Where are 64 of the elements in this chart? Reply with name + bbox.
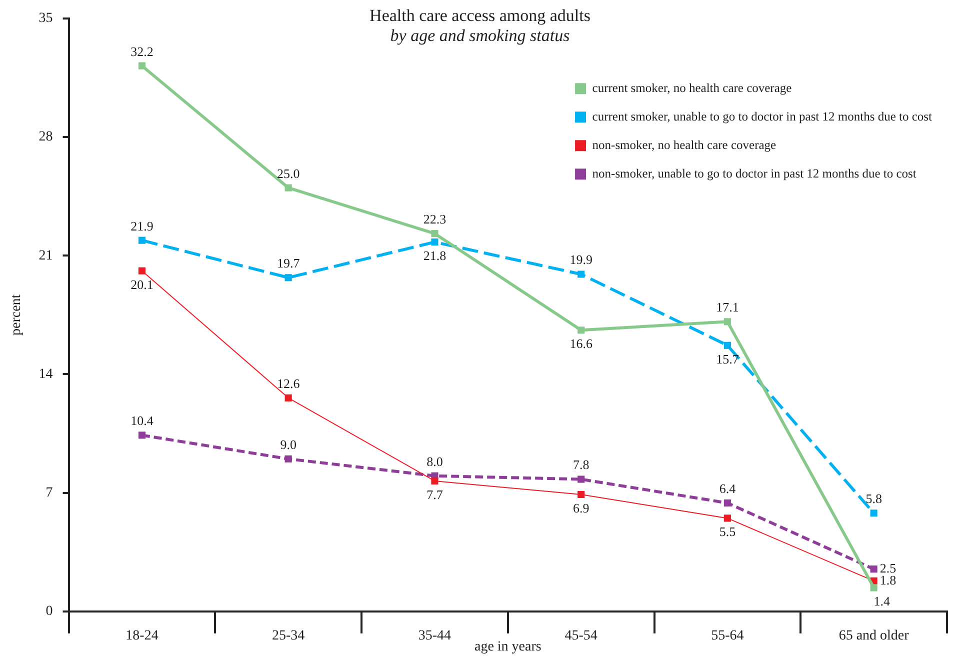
point: [431, 477, 438, 484]
point: [578, 490, 585, 498]
point: [284, 184, 292, 192]
y-tick-label: 21: [38, 248, 53, 264]
x-tick-label: 45-54: [564, 628, 598, 644]
legend-label: current smoker, unable to go to doctor in past 12 months due to cost: [592, 109, 933, 124]
point: [431, 238, 438, 246]
point: [284, 394, 292, 402]
point: [284, 455, 292, 462]
legend-label: current smoker, no health care coverage: [592, 80, 792, 95]
x-tick-label: 18-24: [126, 628, 158, 644]
x-tick-label: 55-64: [711, 628, 744, 644]
data-label: 19.9: [570, 252, 592, 268]
data-label: 8.0: [426, 454, 443, 469]
data-label: 9.0: [280, 436, 296, 452]
data-label: 10.4: [130, 413, 154, 428]
text: by age and smoking status: [389, 26, 571, 46]
point: [284, 274, 292, 282]
point: [724, 342, 731, 349]
point: [724, 318, 731, 326]
data-label: 21.9: [130, 218, 154, 234]
data-label: 21.8: [423, 248, 446, 263]
data-label: 12.6: [276, 376, 300, 391]
legend-label: non-smoker, unable to go to doctor in past 12 months due to cost: [592, 166, 917, 180]
y-tick-label: 7: [46, 485, 53, 500]
x-tick-label: 25-34: [272, 628, 305, 644]
point: [431, 230, 438, 238]
data-label: 16.6: [570, 336, 593, 352]
data-label: 15.7: [716, 351, 740, 366]
point: [578, 326, 585, 334]
point: [138, 62, 146, 70]
data-label: 5.5: [719, 524, 736, 540]
y-tick-label: 0: [46, 604, 53, 620]
point: [870, 584, 878, 592]
point: [138, 236, 146, 244]
y-tick-label: 28: [38, 130, 53, 145]
data-label: 7.8: [572, 457, 590, 472]
point: [138, 432, 146, 439]
y-tick-label: 14: [38, 366, 53, 382]
x-axis-title: age in years: [474, 639, 542, 654]
y-axis-title: percent: [9, 294, 24, 336]
legend-label: non-smoker, no health care coverage: [592, 138, 777, 152]
point: [870, 566, 878, 573]
data-label: 6.4: [719, 480, 736, 496]
x-tick-label: 65 and older: [838, 628, 910, 644]
point: [724, 499, 731, 506]
chart-title: Health care access among adults: [368, 6, 592, 26]
data-label: 25.0: [276, 166, 300, 181]
data-label: 17.1: [716, 300, 739, 315]
y-tick-label: 35: [38, 11, 53, 26]
x-tick-label: 35-44: [418, 628, 452, 644]
data-label: 6.9: [572, 500, 590, 516]
data-label: 19.7: [276, 256, 300, 271]
data-label: 1.4: [874, 594, 890, 609]
point: [578, 270, 585, 278]
point: [724, 514, 731, 522]
point: [578, 476, 585, 483]
data-label: 5.8: [866, 491, 882, 506]
data-label: 7.7: [426, 486, 444, 502]
data-label: 22.3: [423, 211, 446, 226]
data-label: 20.1: [130, 276, 154, 292]
point: [870, 510, 878, 517]
data-label: 32.2: [130, 44, 154, 59]
point: [138, 267, 146, 274]
